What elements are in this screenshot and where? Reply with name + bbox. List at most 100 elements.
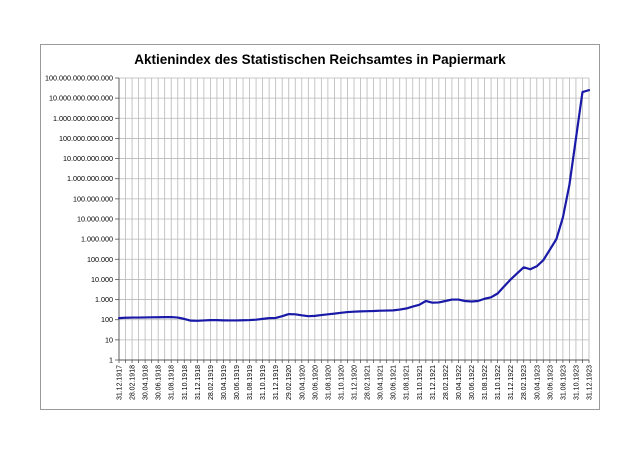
data-point bbox=[203, 319, 205, 322]
x-tick-label: 30.06.1918 bbox=[156, 365, 163, 400]
x-tick-label: 31.12.1921 bbox=[430, 365, 437, 400]
data-point bbox=[255, 319, 257, 321]
data-point bbox=[425, 300, 427, 302]
data-point bbox=[307, 315, 309, 317]
data-point bbox=[470, 300, 473, 303]
data-point bbox=[216, 319, 218, 321]
data-point bbox=[157, 316, 159, 318]
data-point bbox=[131, 316, 133, 319]
data-point bbox=[529, 268, 531, 270]
y-tick-label: 100.000.000.000.000 bbox=[45, 74, 113, 83]
x-tick-label: 30.06.1923 bbox=[547, 365, 554, 400]
x-tick-label: 31.12.1917 bbox=[117, 365, 124, 400]
x-tick-label: 30.06.1921 bbox=[391, 365, 398, 400]
data-point bbox=[177, 316, 179, 319]
data-point bbox=[124, 317, 127, 319]
x-tick-label: 31.08.1919 bbox=[247, 365, 254, 400]
data-point bbox=[262, 318, 264, 320]
data-point bbox=[588, 89, 590, 91]
y-tick-label: 1.000.000.000 bbox=[67, 174, 113, 183]
data-point bbox=[353, 311, 355, 313]
x-tick-label: 29.02.1920 bbox=[286, 365, 293, 400]
data-point bbox=[464, 300, 466, 302]
x-tick-label: 30.04.1923 bbox=[534, 365, 541, 400]
data-point bbox=[327, 313, 329, 315]
x-tick-label: 28.02.1923 bbox=[521, 365, 528, 400]
y-axis-tick-labels: 1 10 100 1.000 10.000 100.000 1.000.000 10.000.… bbox=[45, 74, 113, 365]
grid-lines bbox=[118, 77, 590, 361]
y-tick-label: 10 bbox=[105, 335, 113, 344]
x-tick-label: 30.06.1922 bbox=[469, 365, 476, 400]
data-point bbox=[366, 310, 368, 312]
data-point bbox=[275, 317, 277, 319]
data-point bbox=[372, 310, 375, 312]
y-tick-label: 10.000.000 bbox=[77, 215, 113, 224]
data-point bbox=[490, 296, 492, 298]
x-tick-label: 31.08.1921 bbox=[404, 365, 411, 400]
data-point bbox=[536, 265, 538, 267]
data-point bbox=[431, 302, 433, 304]
data-point bbox=[444, 300, 446, 302]
data-point bbox=[568, 184, 571, 186]
x-tick-label: 30.04.1922 bbox=[456, 365, 463, 400]
y-tick-label: 100 bbox=[101, 315, 113, 324]
data-point bbox=[523, 266, 525, 268]
data-point bbox=[190, 320, 192, 322]
data-point bbox=[549, 249, 551, 251]
x-tick-label: 31.12.1920 bbox=[352, 365, 359, 400]
y-tick-label: 1.000.000 bbox=[81, 235, 113, 244]
y-tick-label: 100.000.000 bbox=[73, 194, 113, 203]
data-point bbox=[516, 272, 518, 274]
y-tick-label: 100.000.000.000 bbox=[59, 134, 113, 143]
x-tick-label: 31.08.1922 bbox=[482, 365, 489, 400]
data-point bbox=[268, 317, 270, 319]
data-point bbox=[418, 304, 420, 306]
data-point bbox=[405, 307, 407, 310]
data-point bbox=[346, 311, 349, 313]
data-point bbox=[483, 298, 486, 300]
data-point bbox=[235, 319, 238, 322]
chart-area bbox=[40, 44, 600, 410]
y-tick-label: 1 bbox=[109, 356, 113, 365]
data-point bbox=[301, 314, 303, 316]
data-point bbox=[386, 309, 388, 312]
x-tick-label: 31.12.1919 bbox=[273, 365, 280, 400]
x-tick-label: 31.08.1923 bbox=[560, 365, 567, 400]
x-tick-label: 30.04.1918 bbox=[143, 365, 150, 400]
data-point bbox=[294, 313, 296, 315]
data-point bbox=[320, 314, 322, 316]
x-tick-label: 28.02.1921 bbox=[365, 365, 372, 400]
x-axis-tick-labels: 31.12.1917 28.02.1918 30.04.1918 30.06.1918… bbox=[117, 365, 594, 400]
x-tick-label: 30.06.1920 bbox=[312, 365, 319, 400]
data-point bbox=[170, 316, 172, 318]
x-tick-label: 31.10.1923 bbox=[573, 365, 580, 400]
x-tick-label: 28.02.1918 bbox=[130, 365, 137, 400]
y-tick-label: 1.000.000.000.000 bbox=[53, 114, 113, 123]
y-tick-label: 10.000.000.000.000 bbox=[49, 94, 113, 103]
data-point bbox=[137, 316, 140, 319]
data-point bbox=[151, 316, 153, 318]
data-point bbox=[575, 137, 577, 140]
data-point bbox=[399, 308, 401, 311]
y-tick-label: 10.000 bbox=[91, 275, 113, 284]
x-tick-label: 28.02.1922 bbox=[443, 365, 450, 400]
data-point bbox=[340, 312, 342, 314]
data-point bbox=[314, 315, 316, 317]
data-point bbox=[196, 320, 198, 322]
data-point bbox=[503, 285, 505, 288]
x-tick-label: 31.10.1918 bbox=[182, 365, 189, 400]
data-point bbox=[183, 318, 185, 320]
data-point bbox=[144, 316, 146, 319]
x-tick-label: 31.10.1921 bbox=[417, 365, 424, 400]
chart-title: Aktienindex des Statistischen Reichsamte… bbox=[134, 52, 506, 67]
data-point bbox=[477, 300, 479, 302]
x-tick-label: 30.04.1921 bbox=[378, 365, 385, 400]
data-point bbox=[242, 319, 244, 321]
data-point bbox=[333, 313, 336, 315]
data-point bbox=[209, 319, 211, 321]
data-point bbox=[248, 319, 251, 321]
x-tick-label: 31.10.1920 bbox=[338, 365, 345, 400]
data-point bbox=[542, 259, 544, 261]
data-point bbox=[562, 216, 564, 219]
